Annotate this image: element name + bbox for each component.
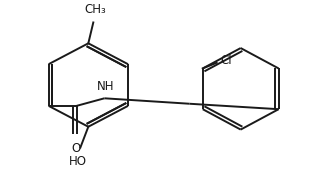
Text: Cl: Cl [221,54,232,67]
Text: NH: NH [97,80,114,93]
Text: CH₃: CH₃ [84,3,106,16]
Text: O: O [71,142,80,155]
Text: HO: HO [69,155,87,168]
